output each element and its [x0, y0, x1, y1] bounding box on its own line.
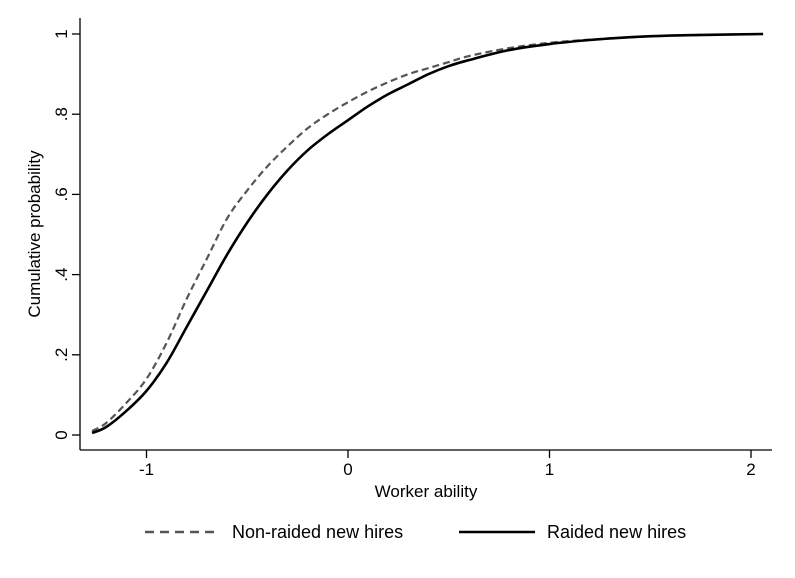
- plot-lines: [91, 32, 764, 435]
- y-ticks: 0 .2 .4 .6 .8 1: [52, 29, 80, 440]
- y-tick-label: .6: [52, 187, 71, 201]
- x-tick-label: 2: [746, 460, 755, 479]
- x-tick-label: -1: [139, 460, 154, 479]
- legend-label-raided: Raided new hires: [547, 522, 686, 542]
- y-axis-title: Cumulative probability: [25, 150, 44, 318]
- y-tick-label: 1: [52, 29, 71, 38]
- axes: [79, 18, 772, 451]
- x-tick-label: 0: [343, 460, 352, 479]
- legend: Non-raided new hires Raided new hires: [145, 522, 686, 542]
- x-tick-label: 1: [545, 460, 554, 479]
- series-line-non-raided: [91, 32, 764, 432]
- y-tick-label: .8: [52, 107, 71, 121]
- y-tick-label: .4: [52, 268, 71, 282]
- y-tick-label: .2: [52, 348, 71, 362]
- x-ticks: -1 0 1 2: [139, 450, 756, 479]
- x-axis-title: Worker ability: [375, 482, 478, 501]
- series-line-raided: [91, 32, 764, 435]
- y-tick-label: 0: [52, 430, 71, 439]
- legend-label-non-raided: Non-raided new hires: [232, 522, 403, 542]
